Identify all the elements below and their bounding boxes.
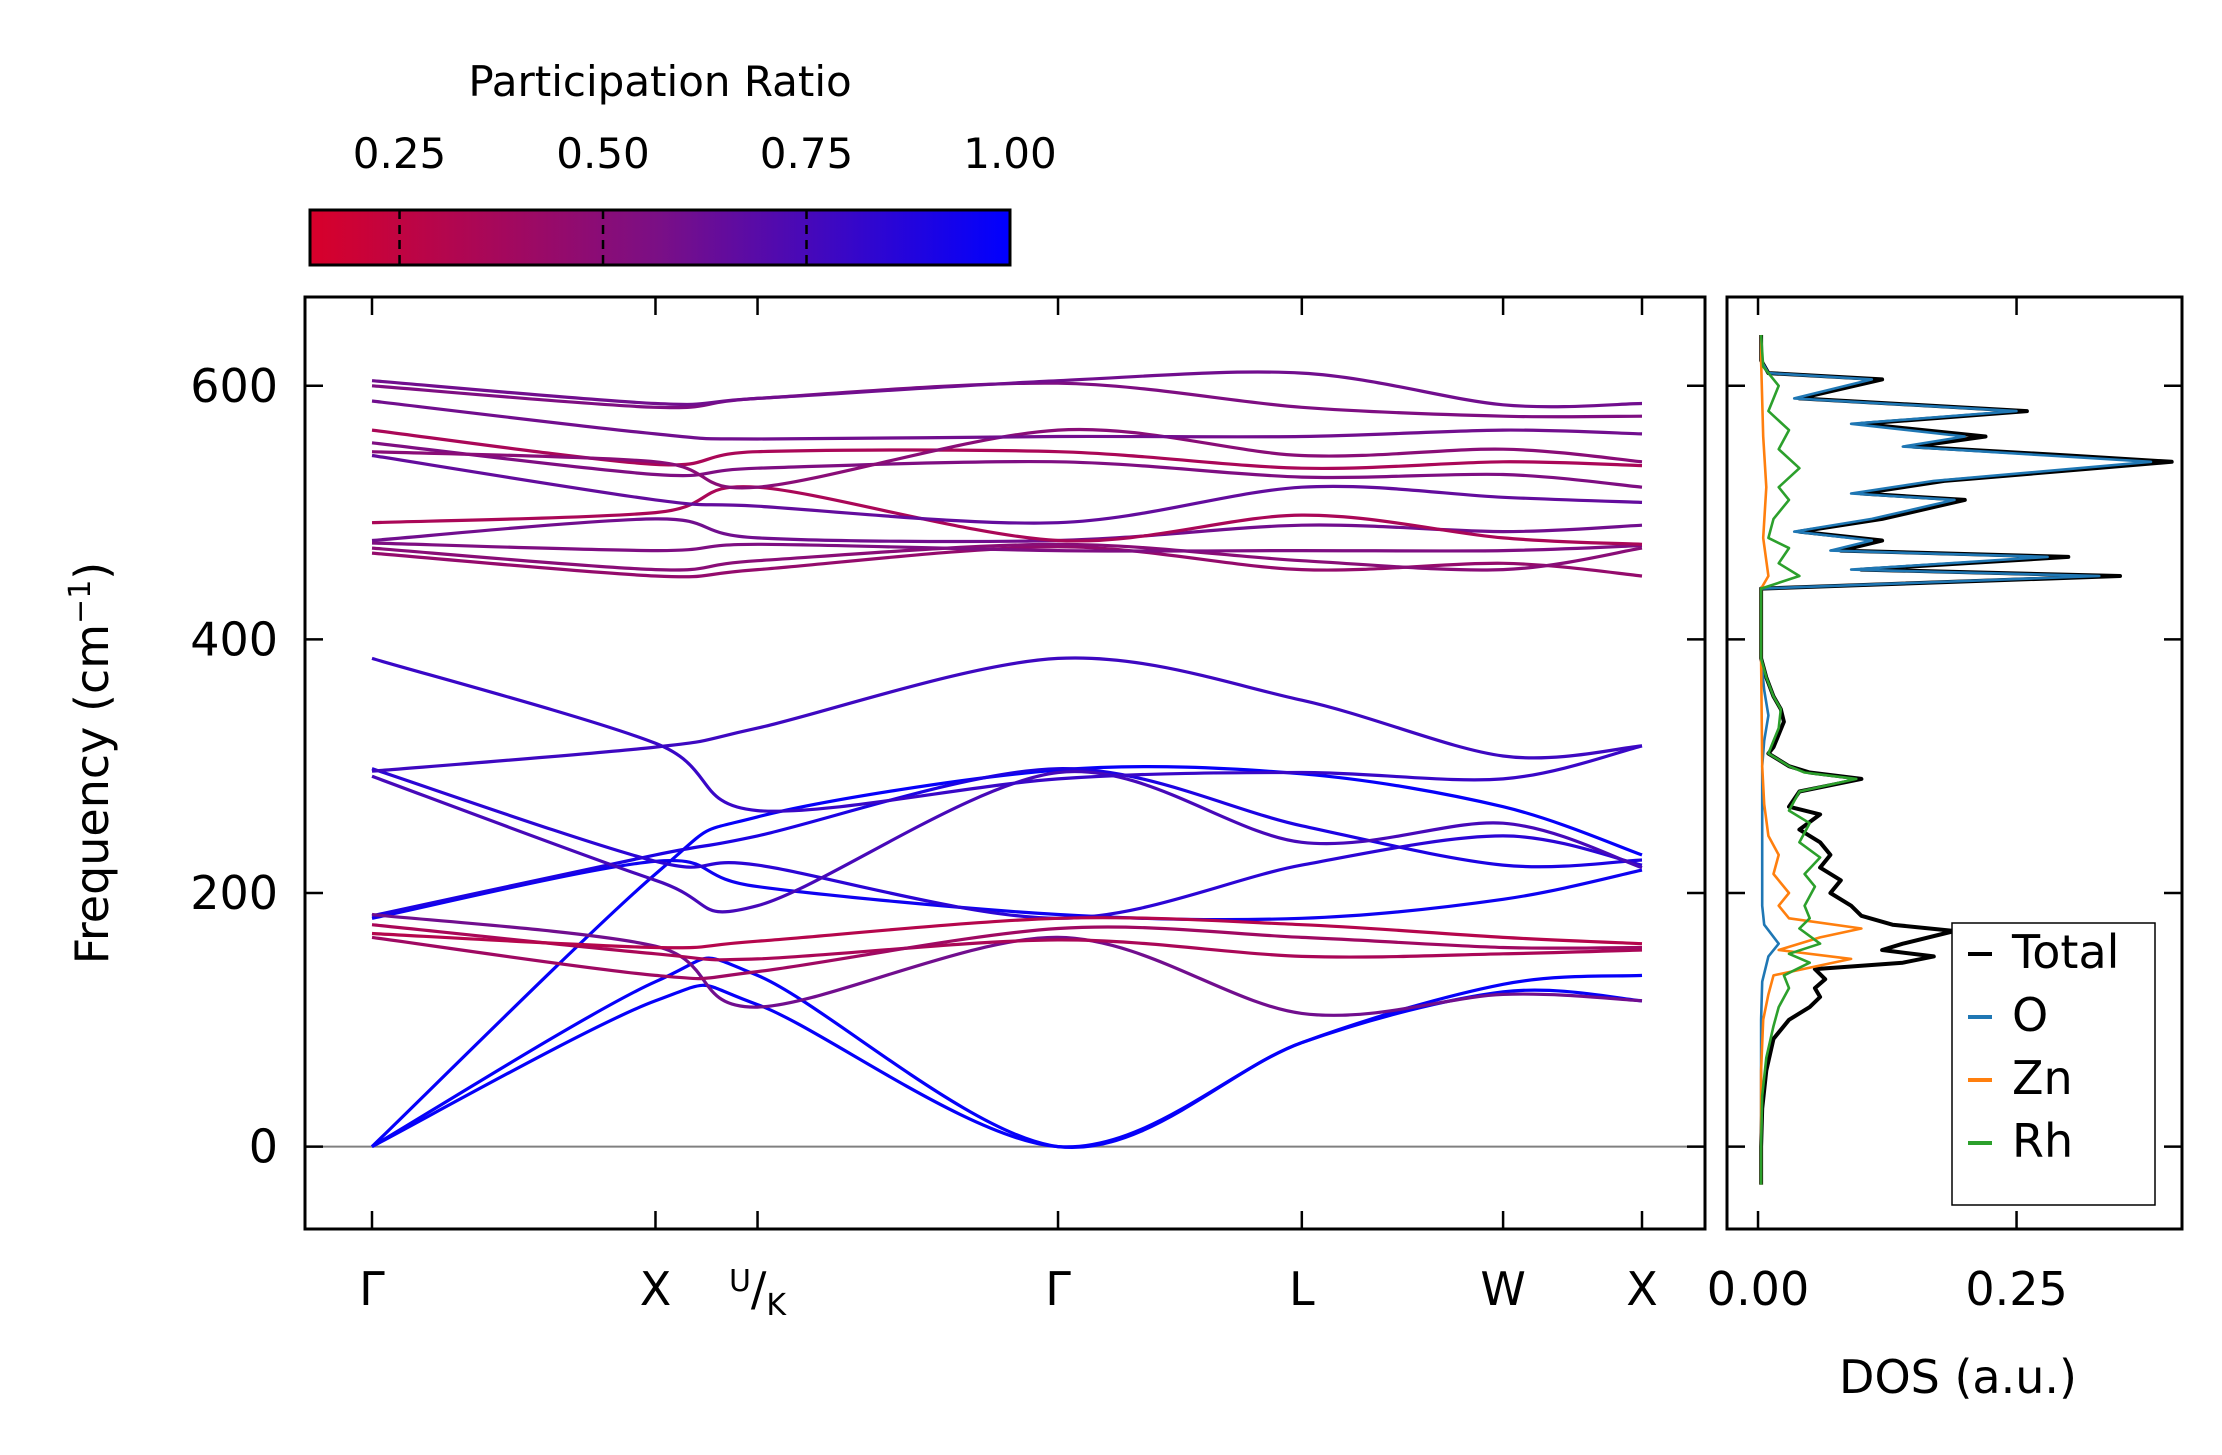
colorbar-tick-labels: 0.25 0.50 0.75 1.00 xyxy=(353,129,1057,178)
dos-panel-frame xyxy=(1725,295,2184,1231)
phonon-band-21 xyxy=(371,427,1643,490)
colorbar-tick-label: 0.50 xyxy=(556,129,650,178)
band-y-tick-label: 200 xyxy=(190,866,278,920)
phonon-band-1 xyxy=(371,973,1643,1149)
dos-y-axis-ticks xyxy=(1727,384,2182,1148)
phonon-band-17 xyxy=(371,485,1643,546)
phonon-band-9 xyxy=(371,912,1643,1017)
phonon-band-3 xyxy=(371,858,1643,922)
legend-label-rh: Rh xyxy=(2012,1114,2073,1168)
phonon-band-8 xyxy=(371,656,1643,813)
phonon-band-10 xyxy=(371,923,1643,962)
phonon-band-22 xyxy=(371,399,1643,441)
dos-x-axis-ticks: 0.00 0.25 xyxy=(1707,297,2068,1316)
phonon-band-12 xyxy=(371,925,1643,981)
colorbar-gradient xyxy=(308,208,1012,267)
phonon-band-5 xyxy=(371,767,1643,920)
colorbar-tick-label: 1.00 xyxy=(963,129,1057,178)
phonon-band-16 xyxy=(371,517,1643,544)
kpoint-label-6: X xyxy=(1626,1262,1658,1316)
dos-x-axis-label: DOS (a.u.) xyxy=(1839,1350,2077,1404)
band-y-axis-ticks: 0 200 400 600 xyxy=(190,359,1705,1174)
dos-x-tick-label: 0.25 xyxy=(1965,1262,2067,1316)
band-y-tick-label: 0 xyxy=(249,1120,278,1174)
kpoint-label-5: W xyxy=(1480,1262,1525,1316)
phonon-bands xyxy=(370,370,1643,1150)
dos-x-tick-label: 0.00 xyxy=(1707,1262,1809,1316)
legend-label-total: Total xyxy=(2011,925,2119,979)
band-y-axis-label: Frequency (cm−1) xyxy=(63,562,119,965)
phonon-band-6 xyxy=(371,769,1643,914)
dos-series-zn xyxy=(1759,335,1863,1185)
colorbar-tick-label: 0.75 xyxy=(760,129,854,178)
phonon-band-19 xyxy=(371,441,1643,489)
kpoint-label-2: U/K xyxy=(729,1262,787,1323)
colorbar-title: Participation Ratio xyxy=(468,57,851,106)
band-structure-panel: 0 200 400 600 Γ X U/K Γ L W X Frequency (cm−1) xyxy=(63,295,1707,1323)
band-panel-frame xyxy=(303,295,1707,1231)
kpoint-label-3: Γ xyxy=(1045,1262,1071,1316)
legend: Total O Zn Rh xyxy=(1951,922,2156,1206)
dos-panel: 0.00 0.25 DOS (a.u.) Total O Zn Rh xyxy=(1707,295,2184,1404)
phonon-band-13 xyxy=(371,545,1643,579)
phonon-band-7 xyxy=(371,656,1643,773)
dos-series-o xyxy=(1759,335,2153,1185)
colorbar: Participation Ratio 0.25 0.50 0.75 1.00 xyxy=(308,57,1057,267)
legend-frame xyxy=(1951,922,2156,1206)
phonon-band-11 xyxy=(371,916,1643,950)
kpoint-label-0: Γ xyxy=(359,1262,385,1316)
band-y-tick-label: 600 xyxy=(190,359,278,413)
colorbar-tick-label: 0.25 xyxy=(353,129,447,178)
phonon-band-18 xyxy=(371,453,1643,525)
kpoint-label-4: L xyxy=(1289,1262,1315,1316)
phonon-band-23 xyxy=(371,381,1643,419)
phonon-band-20 xyxy=(371,428,1643,471)
dos-series-rh xyxy=(1759,334,1858,1185)
phonon-band-15 xyxy=(371,541,1643,553)
colorbar-ticks xyxy=(398,210,808,265)
phonon-band-4 xyxy=(371,767,1643,918)
phonon-band-24 xyxy=(371,370,1643,409)
band-x-axis-ticks: Γ X U/K Γ L W X xyxy=(359,297,1658,1323)
legend-label-zn: Zn xyxy=(2012,1051,2073,1105)
dos-curves xyxy=(1759,334,2174,1185)
kpoint-label-1: X xyxy=(640,1262,672,1316)
phonon-band-2 xyxy=(371,956,1643,1150)
legend-items: Total O Zn Rh xyxy=(1968,925,2119,1168)
legend-label-o: O xyxy=(2012,988,2048,1042)
band-y-tick-label: 400 xyxy=(190,612,278,666)
phonon-band-14 xyxy=(371,542,1643,572)
